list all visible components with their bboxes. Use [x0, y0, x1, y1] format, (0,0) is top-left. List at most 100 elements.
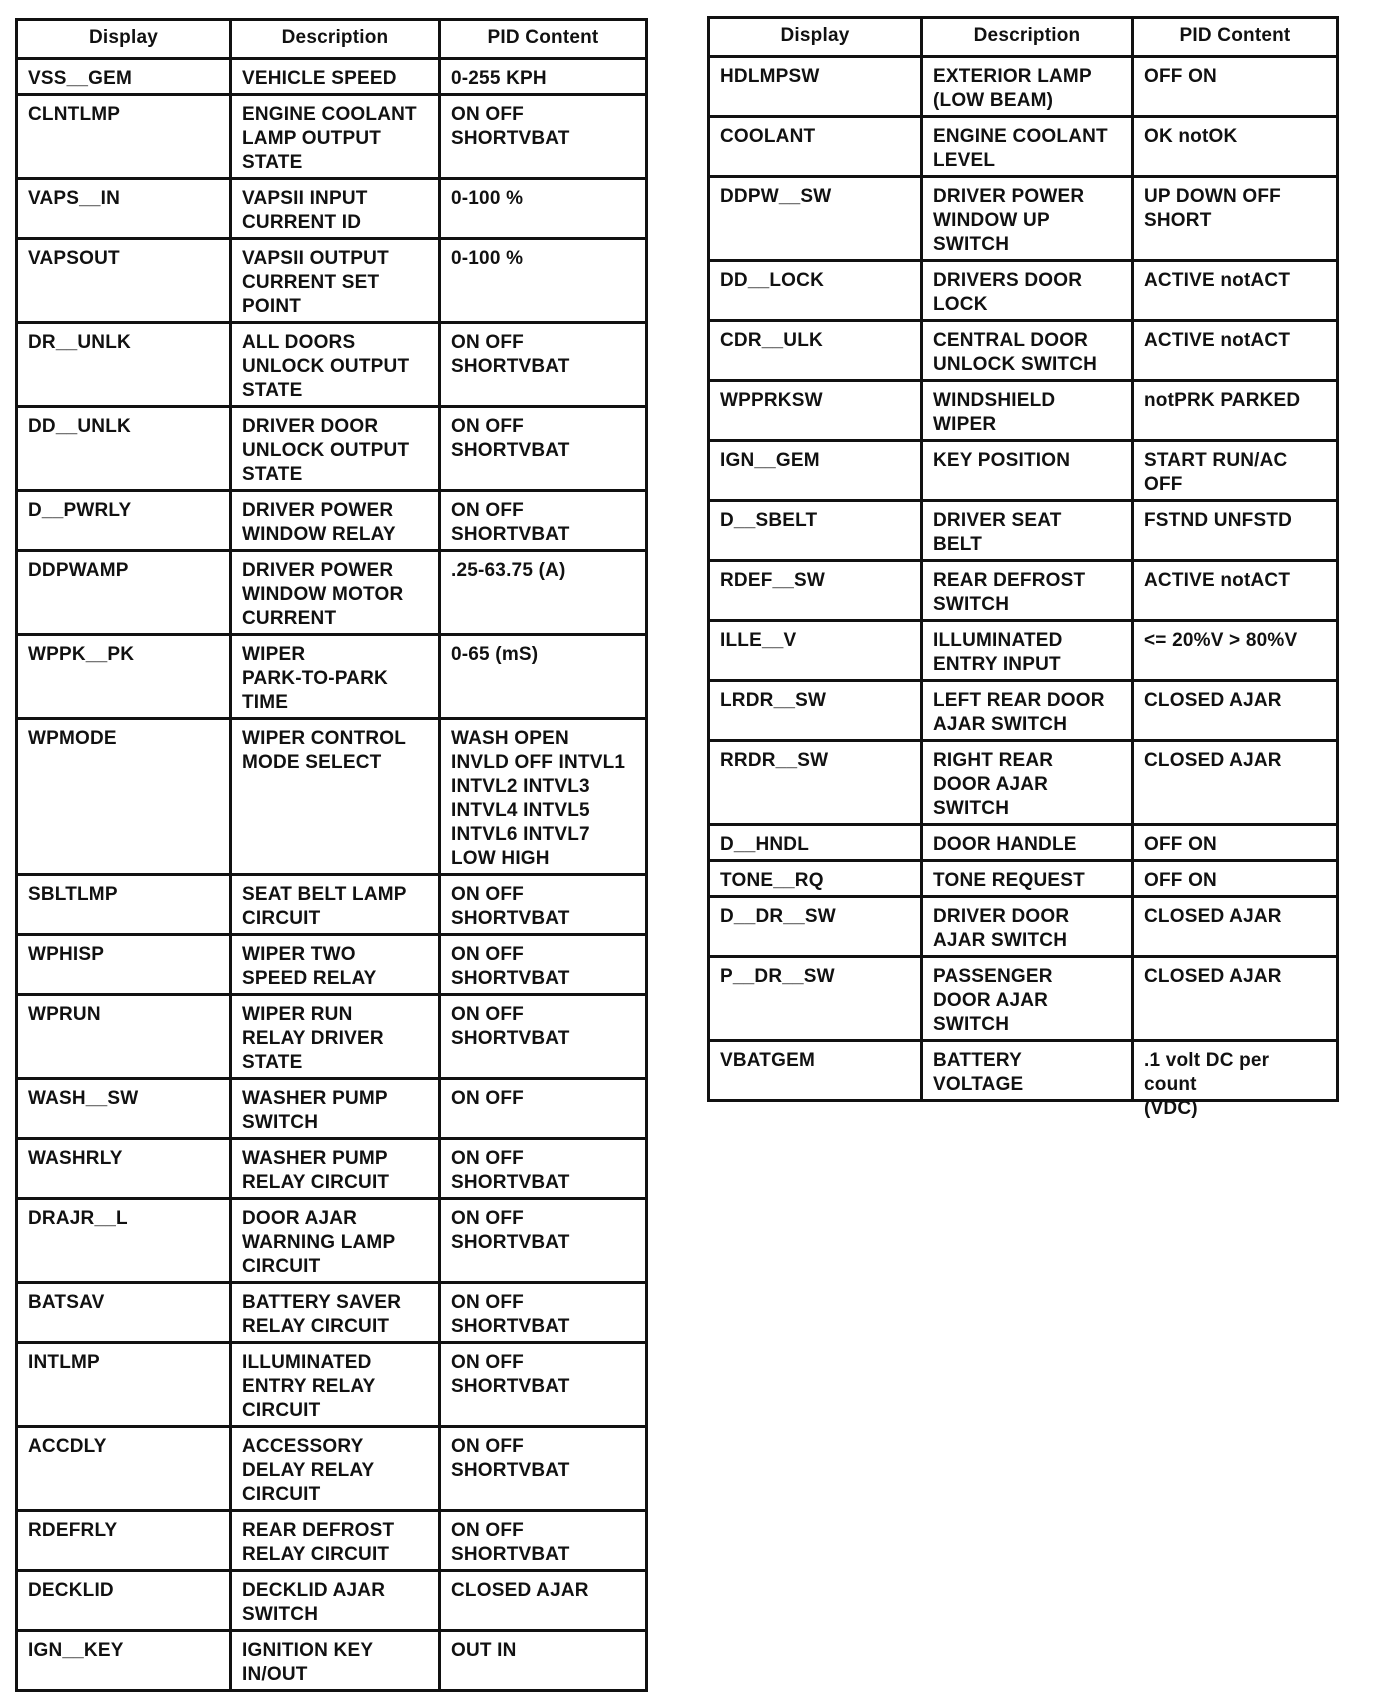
display-cell: COOLANT: [720, 126, 816, 147]
table-row: RDEF__SW REAR DEFROST SWITCH ACTIVE notACT: [710, 559, 1336, 619]
display-cell: WASH__SW: [28, 1088, 139, 1109]
pid-content-cell: OUT IN: [438, 1632, 645, 1689]
pid-content-cell: <= 20%V > 80%V: [1131, 622, 1336, 679]
display-cell: VAPSOUT: [28, 248, 120, 269]
table-row: DR__UNLK ALL DOORS UNLOCK OUTPUT STATE ON …: [18, 321, 645, 405]
pid-content-cell: 0-100 %: [438, 180, 645, 237]
table-row: VAPS__IN VAPSII INPUT CURRENT ID 0-100 %: [18, 177, 645, 237]
description-cell: WIPER RUN RELAY DRIVER STATE: [229, 996, 438, 1077]
pid-content-cell: .25-63.75 (A): [438, 552, 645, 633]
table-row: BATSAV BATTERY SAVER RELAY CIRCUIT ON OFF …: [18, 1281, 645, 1341]
pid-content-cell: ACTIVE notACT: [1131, 322, 1336, 379]
display-cell: DD__LOCK: [720, 270, 825, 291]
table-row: P__DR__SW PASSENGER DOOR AJAR SWITCH CLOSE…: [710, 955, 1336, 1039]
pid-content-cell: ON OFF SHORTVBAT: [438, 1140, 645, 1197]
pid-content-cell: UP DOWN OFF SHORT: [1131, 178, 1336, 259]
display-cell: IGN__KEY: [28, 1640, 124, 1661]
display-cell: VSS__GEM: [28, 68, 133, 89]
display-cell: RDEF__SW: [720, 570, 826, 591]
pid-content-cell: CLOSED AJAR: [1131, 958, 1336, 1039]
table-header: Display Description PID Content: [18, 21, 645, 57]
pid-table-left: Display Description PID Content VSS__GEM…: [15, 18, 648, 1692]
display-cell: DR__UNLK: [28, 332, 131, 353]
pid-content-cell: ON OFF SHORTVBAT: [438, 1428, 645, 1509]
table-row: INTLMP ILLUMINATED ENTRY RELAY CIRCUIT ON …: [18, 1341, 645, 1425]
table-row: VSS__GEM VEHICLE SPEED 0-255 KPH: [18, 57, 645, 93]
table-row: CDR__ULK CENTRAL DOOR UNLOCK SWITCH ACTIVE…: [710, 319, 1336, 379]
table-row: VBATGEM BATTERY VOLTAGE .1 volt DC per cou…: [710, 1039, 1336, 1119]
pid-content-cell: ON OFF SHORTVBAT: [438, 96, 645, 177]
description-cell: CENTRAL DOOR UNLOCK SWITCH: [920, 322, 1131, 379]
description-cell: DRIVERS DOOR LOCK: [920, 262, 1131, 319]
display-cell: WASHRLY: [28, 1148, 123, 1169]
table-row: D__SBELT DRIVER SEAT BELT FSTND UNFSTD: [710, 499, 1336, 559]
header-description: Description: [229, 21, 438, 57]
display-cell: RRDR__SW: [720, 750, 829, 771]
pid-content-cell: ON OFF SHORTVBAT: [438, 408, 645, 489]
description-cell: ALL DOORS UNLOCK OUTPUT STATE: [229, 324, 438, 405]
description-cell: PASSENGER DOOR AJAR SWITCH: [920, 958, 1131, 1039]
table-row: DDPWAMP DRIVER POWER WINDOW MOTOR CURRENT…: [18, 549, 645, 633]
description-cell: LEFT REAR DOOR AJAR SWITCH: [920, 682, 1131, 739]
pid-content-cell: 0-100 %: [438, 240, 645, 321]
table-row: HDLMPSW EXTERIOR LAMP (LOW BEAM) OFF ON: [710, 55, 1336, 115]
description-cell: EXTERIOR LAMP (LOW BEAM): [920, 58, 1131, 115]
display-cell: DECKLID: [28, 1580, 114, 1601]
table-row: WASHRLY WASHER PUMP RELAY CIRCUIT ON OFF S…: [18, 1137, 645, 1197]
pid-content-cell: ON OFF SHORTVBAT: [438, 876, 645, 933]
description-cell: ILLUMINATED ENTRY INPUT: [920, 622, 1131, 679]
description-cell: BATTERY SAVER RELAY CIRCUIT: [229, 1284, 438, 1341]
display-cell: IGN__GEM: [720, 450, 820, 471]
pid-content-cell: CLOSED AJAR: [1131, 742, 1336, 823]
pid-table-right: Display Description PID Content HDLMPSW E…: [707, 16, 1339, 1119]
display-cell: VBATGEM: [720, 1050, 815, 1071]
description-cell: REAR DEFROST SWITCH: [920, 562, 1131, 619]
pid-content-cell: ON OFF SHORTVBAT: [438, 1512, 645, 1569]
pid-content-cell: ON OFF SHORTVBAT: [438, 996, 645, 1077]
display-cell: WPPK__PK: [28, 644, 135, 665]
pid-content-cell: OFF ON: [1131, 826, 1336, 859]
pid-content-cell: START RUN/AC OFF: [1131, 442, 1336, 499]
description-cell: BATTERY VOLTAGE: [920, 1042, 1131, 1099]
pid-content-cell: CLOSED AJAR: [1131, 898, 1336, 955]
description-cell: DRIVER POWER WINDOW UP SWITCH: [920, 178, 1131, 259]
header-pid-content: PID Content: [1131, 19, 1336, 55]
pid-content-cell: OK notOK: [1131, 118, 1336, 175]
table-row: SBLTLMP SEAT BELT LAMP CIRCUIT ON OFF SHOR…: [18, 873, 645, 933]
table-row: DRAJR__L DOOR AJAR WARNING LAMP CIRCUIT ON…: [18, 1197, 645, 1281]
pid-content-cell: WASH OPEN INVLD OFF INTVL1 INTVL2 INTVL3…: [438, 720, 645, 873]
display-cell: INTLMP: [28, 1352, 100, 1373]
display-cell: P__DR__SW: [720, 966, 835, 987]
description-cell: DOOR AJAR WARNING LAMP CIRCUIT: [229, 1200, 438, 1281]
table-row: VAPSOUT VAPSII OUTPUT CURRENT SET POINT 0-…: [18, 237, 645, 321]
table-header: Display Description PID Content: [710, 19, 1336, 55]
description-cell: WASHER PUMP SWITCH: [229, 1080, 438, 1137]
description-cell: WASHER PUMP RELAY CIRCUIT: [229, 1140, 438, 1197]
table-row: IGN__KEY IGNITION KEY IN/OUT OUT IN: [18, 1629, 645, 1689]
description-cell: SEAT BELT LAMP CIRCUIT: [229, 876, 438, 933]
display-cell: D__HNDL: [720, 834, 810, 855]
pid-content-cell: ON OFF SHORTVBAT: [438, 936, 645, 993]
pid-content-cell: .1 volt DC per count (VDC): [1131, 1042, 1336, 1119]
pid-content-cell: ACTIVE notACT: [1131, 262, 1336, 319]
pid-content-cell: OFF ON: [1131, 862, 1336, 895]
description-cell: VEHICLE SPEED: [229, 60, 438, 93]
pid-content-cell: ON OFF SHORTVBAT: [438, 1200, 645, 1281]
pid-content-cell: ON OFF SHORTVBAT: [438, 1344, 645, 1425]
table-row: ILLE__V ILLUMINATED ENTRY INPUT <= 20%V > …: [710, 619, 1336, 679]
description-cell: IGNITION KEY IN/OUT: [229, 1632, 438, 1689]
header-pid-content: PID Content: [438, 21, 645, 57]
description-cell: KEY POSITION: [920, 442, 1131, 499]
display-cell: D__PWRLY: [28, 500, 132, 521]
description-cell: WIPER TWO SPEED RELAY: [229, 936, 438, 993]
display-cell: D__SBELT: [720, 510, 818, 531]
table-row: D__DR__SW DRIVER DOOR AJAR SWITCH CLOSED A…: [710, 895, 1336, 955]
table-row: D__HNDL DOOR HANDLE OFF ON: [710, 823, 1336, 859]
display-cell: LRDR__SW: [720, 690, 827, 711]
pid-content-cell: ON OFF: [438, 1080, 645, 1137]
description-cell: RIGHT REAR DOOR AJAR SWITCH: [920, 742, 1131, 823]
description-cell: ENGINE COOLANT LAMP OUTPUT STATE: [229, 96, 438, 177]
table-row: WPHISP WIPER TWO SPEED RELAY ON OFF SHORTV…: [18, 933, 645, 993]
header-display: Display: [89, 27, 158, 48]
table-row: ACCDLY ACCESSORY DELAY RELAY CIRCUIT ON OF…: [18, 1425, 645, 1509]
